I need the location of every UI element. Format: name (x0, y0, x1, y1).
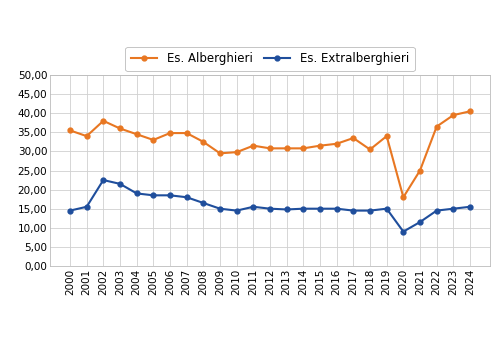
Es. Extralberghieri (100, 178, 106, 182)
Es. Extralberghieri (67, 209, 73, 213)
Es. Extralberghieri (284, 207, 290, 211)
Es. Extralberghieri (267, 207, 273, 211)
Es. Extralberghieri (167, 193, 173, 197)
Es. Alberghieri (184, 131, 190, 135)
Es. Extralberghieri (350, 209, 356, 213)
Es. Extralberghieri (367, 209, 373, 213)
Es. Extralberghieri (217, 207, 223, 211)
Es. Alberghieri (100, 119, 106, 123)
Es. Alberghieri (84, 134, 89, 138)
Es. Alberghieri (200, 140, 206, 144)
Es. Alberghieri (417, 168, 423, 173)
Es. Alberghieri (434, 124, 440, 129)
Es. Extralberghieri (117, 182, 123, 186)
Line: Es. Alberghieri: Es. Alberghieri (68, 109, 472, 200)
Es. Extralberghieri (334, 207, 340, 211)
Es. Alberghieri (450, 113, 456, 117)
Es. Alberghieri (400, 195, 406, 199)
Es. Alberghieri (284, 146, 290, 150)
Es. Alberghieri (134, 132, 140, 136)
Es. Extralberghieri (200, 201, 206, 205)
Es. Alberghieri (467, 109, 473, 113)
Es. Alberghieri (300, 146, 306, 150)
Es. Extralberghieri (400, 229, 406, 234)
Es. Extralberghieri (300, 207, 306, 211)
Es. Alberghieri (150, 138, 156, 142)
Title: Trend Indice Utilizzo Medio: Trend Indice Utilizzo Medio (154, 52, 386, 67)
Es. Alberghieri (67, 128, 73, 132)
Es. Extralberghieri (450, 207, 456, 211)
Es. Extralberghieri (84, 205, 89, 209)
Es. Extralberghieri (184, 195, 190, 199)
Es. Alberghieri (217, 151, 223, 155)
Es. Extralberghieri (384, 207, 390, 211)
Es. Extralberghieri (134, 191, 140, 195)
Es. Alberghieri (384, 134, 390, 138)
Es. Extralberghieri (234, 209, 239, 213)
Es. Alberghieri (367, 147, 373, 151)
Line: Es. Extralberghieri: Es. Extralberghieri (68, 178, 472, 234)
Es. Extralberghieri (417, 220, 423, 224)
Es. Extralberghieri (434, 209, 440, 213)
Es. Alberghieri (117, 127, 123, 131)
Es. Alberghieri (350, 136, 356, 140)
Es. Alberghieri (317, 144, 323, 148)
Es. Extralberghieri (150, 193, 156, 197)
Es. Extralberghieri (317, 207, 323, 211)
Es. Extralberghieri (467, 205, 473, 209)
Es. Extralberghieri (250, 205, 256, 209)
Legend: Es. Alberghieri, Es. Extralberghieri: Es. Alberghieri, Es. Extralberghieri (125, 47, 415, 71)
Es. Alberghieri (167, 131, 173, 135)
Es. Alberghieri (334, 142, 340, 146)
Es. Alberghieri (250, 144, 256, 148)
Es. Alberghieri (267, 146, 273, 150)
Es. Alberghieri (234, 150, 239, 154)
